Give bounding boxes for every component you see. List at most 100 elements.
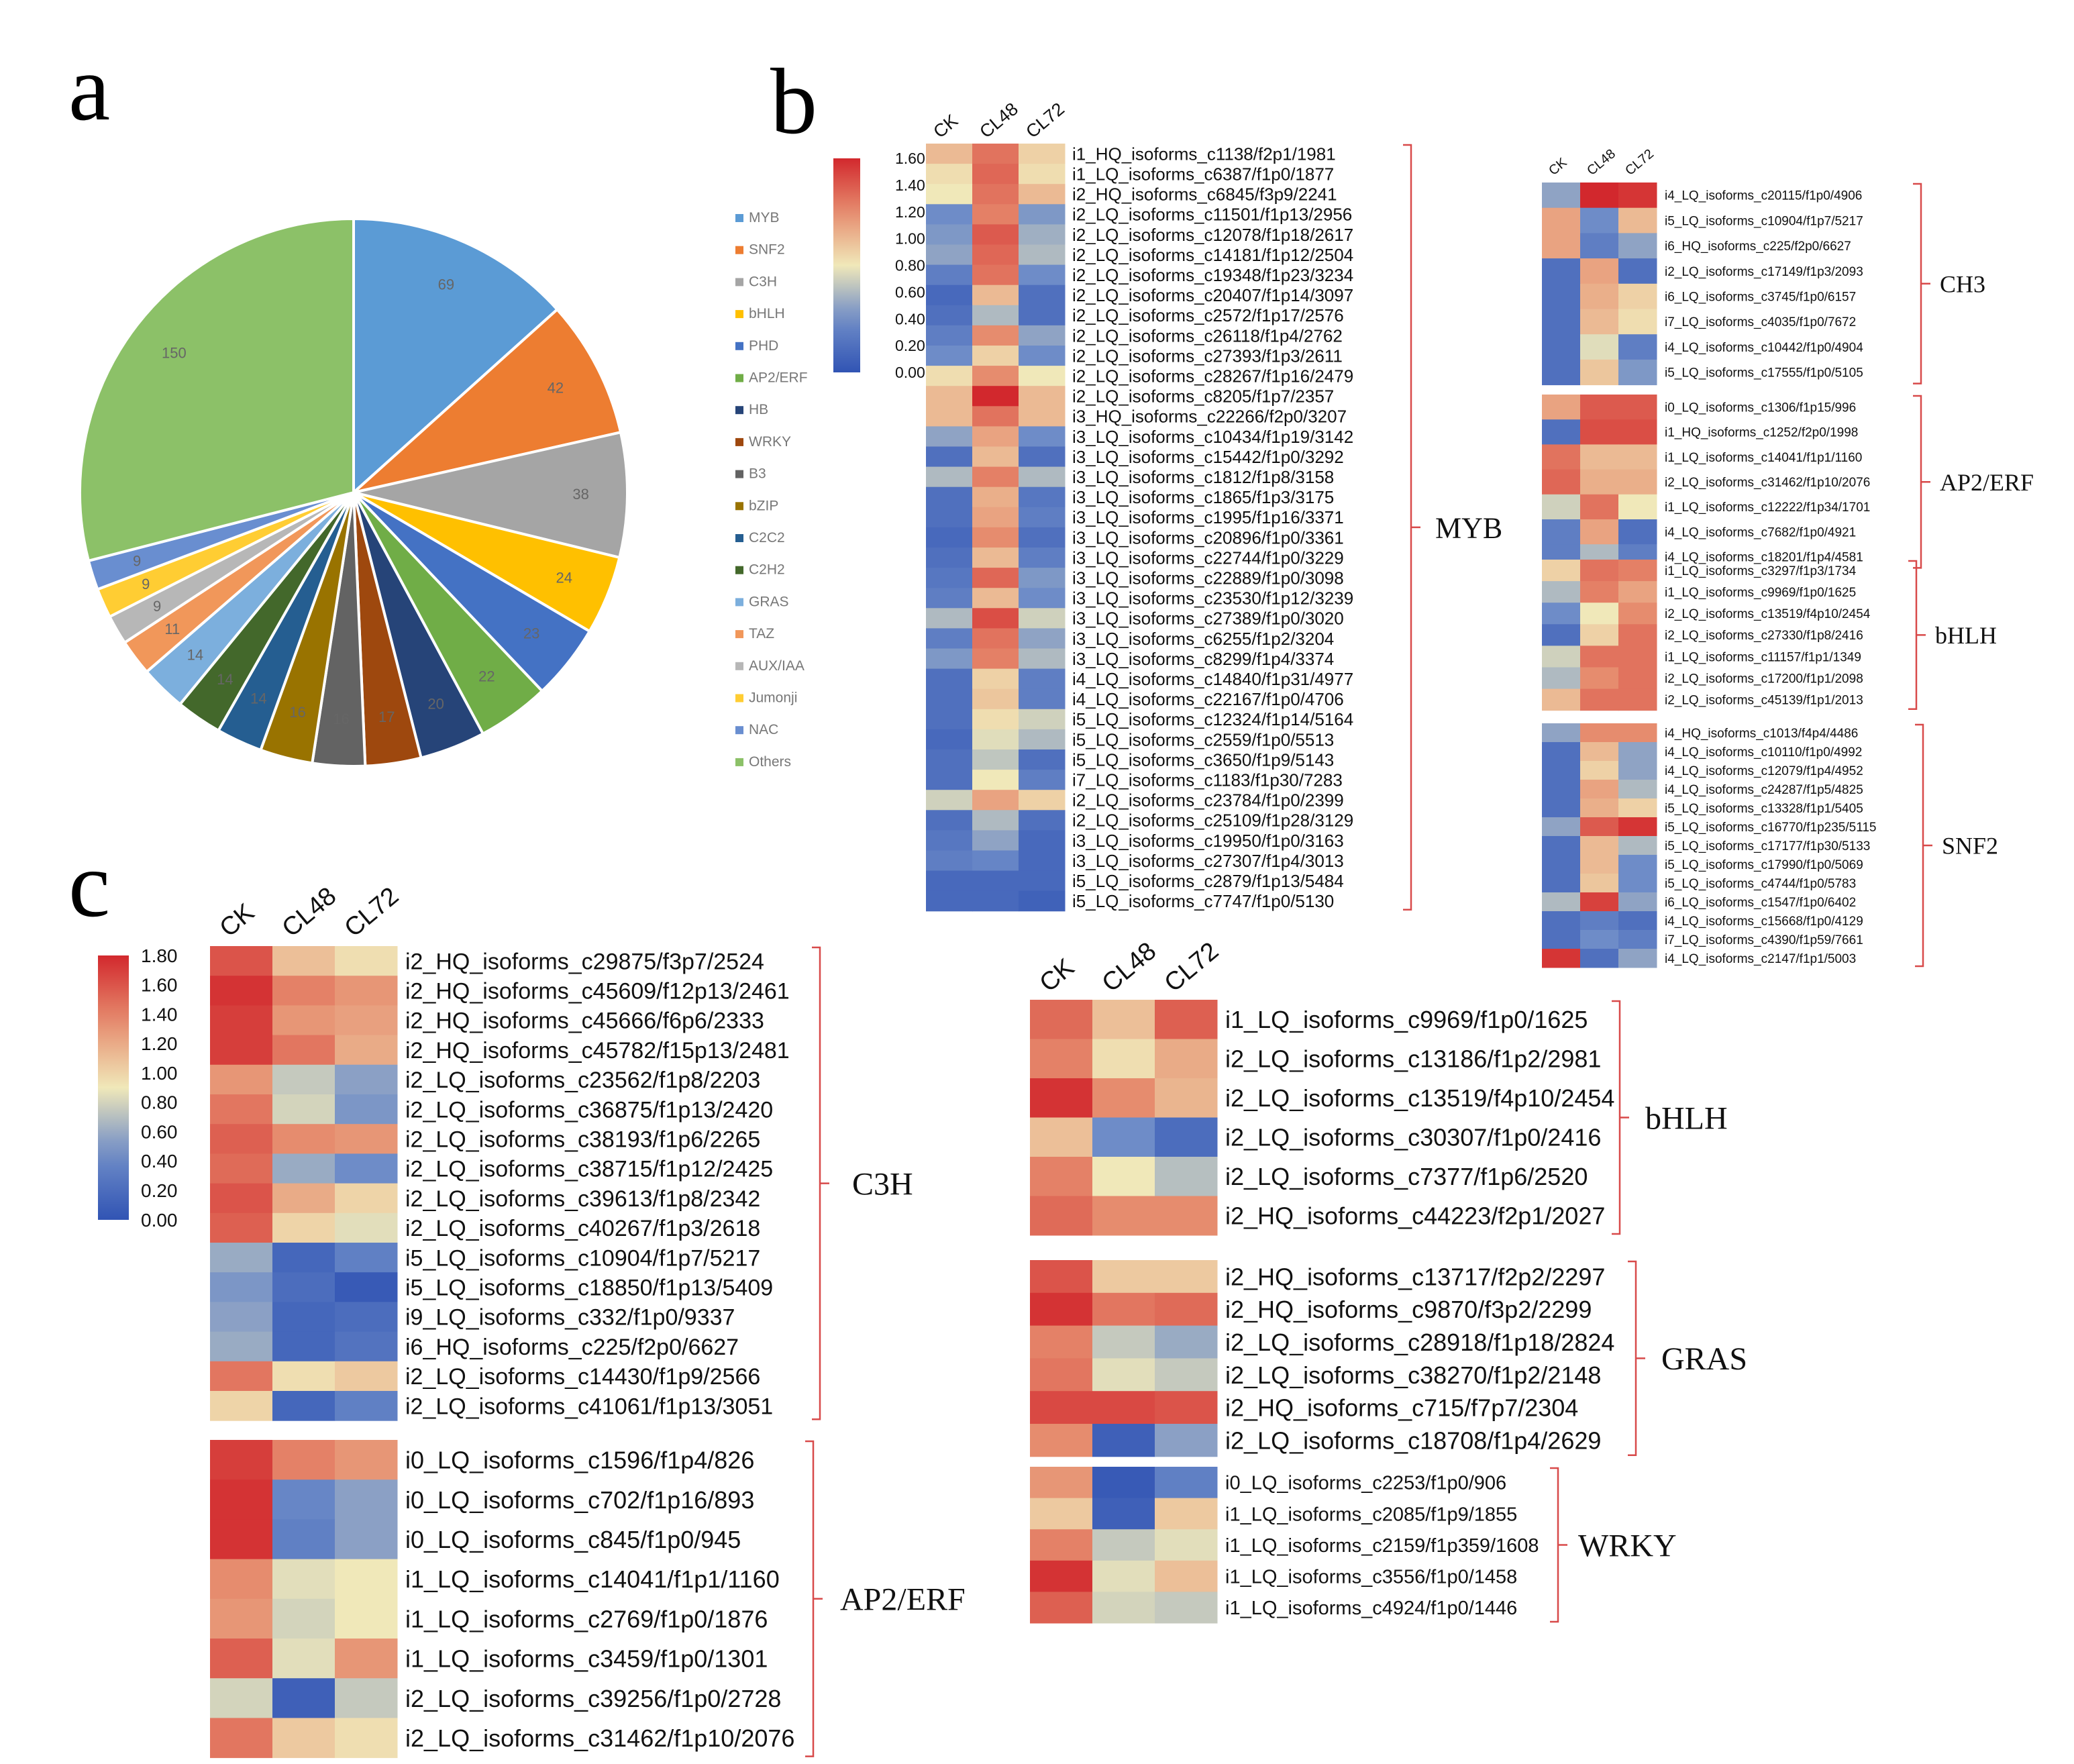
heatmap-cell	[972, 406, 1019, 427]
colorbar-tick: 1.40	[141, 1004, 178, 1025]
heatmap-cell	[1019, 668, 1066, 690]
heatmap-cell	[1019, 486, 1066, 508]
heatmap-cell	[926, 850, 973, 872]
row-label: i2_HQ_isoforms_c44223/f2p1/2027	[1225, 1202, 1605, 1230]
heatmap-cell	[335, 1391, 398, 1421]
heatmap-cell	[972, 346, 1019, 366]
heatmap-cell	[1618, 874, 1657, 893]
heatmap-cell	[1019, 688, 1066, 710]
heatmap-cell	[1019, 426, 1066, 447]
row-label: i2_LQ_isoforms_c7377/f1p6/2520	[1225, 1163, 1588, 1190]
legend-label: MYB	[749, 210, 780, 225]
heatmap-cell	[272, 1391, 335, 1421]
heatmap-cell	[1542, 395, 1581, 420]
heatmap-cell	[1542, 761, 1581, 780]
row-label: i5_LQ_isoforms_c7747/f1p0/5130	[1072, 891, 1334, 911]
heatmap-cell	[1542, 258, 1581, 284]
heatmap-cell	[926, 426, 973, 447]
row-label: i9_LQ_isoforms_c332/f1p0/9337	[405, 1305, 735, 1331]
legend-label: TAZ	[749, 626, 774, 641]
family-label-bhlh: bHLH	[1935, 622, 1997, 649]
column-header-cl72: CL72	[1159, 937, 1225, 998]
row-label: i3_LQ_isoforms_c10434/f1p19/3142	[1072, 427, 1353, 447]
row-label: i2_LQ_isoforms_c13186/f1p2/2981	[1225, 1045, 1601, 1073]
legend-swatch	[735, 278, 743, 287]
family-label-ch3: CH3	[1940, 270, 1985, 297]
pie-value-label: 9	[153, 598, 161, 615]
pie-value-label: 38	[572, 486, 588, 503]
heatmap-cell	[1580, 892, 1619, 912]
heatmap-cell	[1542, 836, 1581, 855]
row-label: i5_LQ_isoforms_c18850/f1p13/5409	[405, 1276, 773, 1301]
heatmap-cell	[1019, 890, 1066, 912]
heatmap-cell	[272, 1064, 335, 1095]
row-label: i1_LQ_isoforms_c4924/f1p0/1446	[1225, 1598, 1517, 1619]
legend-swatch	[735, 598, 743, 607]
row-label: i0_LQ_isoforms_c702/f1p16/893	[405, 1486, 754, 1514]
row-label: i2_LQ_isoforms_c38715/f1p12/2425	[405, 1157, 773, 1182]
heatmap-cell	[1030, 1498, 1093, 1530]
heatmap-cell	[210, 1005, 273, 1036]
heatmap-cell	[335, 1035, 398, 1066]
heatmap-cell	[1030, 1260, 1093, 1294]
row-label: i2_LQ_isoforms_c13519/f4p10/2454	[1225, 1084, 1614, 1112]
panel-letter-b: b	[770, 50, 817, 154]
row-label: i2_LQ_isoforms_c38193/f1p6/2265	[405, 1127, 760, 1153]
row-label: i7_LQ_isoforms_c1183/f1p30/7283	[1072, 770, 1343, 790]
heatmap-cell	[926, 305, 973, 326]
colorbar-tick: 1.00	[895, 230, 925, 248]
heatmap-cell	[1542, 560, 1581, 582]
heatmap-cell	[272, 1094, 335, 1125]
row-label: i2_LQ_isoforms_c18708/f1p4/2629	[1225, 1426, 1601, 1454]
group-bracket	[1913, 395, 1930, 569]
heatmap-cell	[1019, 184, 1066, 205]
heatmap-cell	[972, 164, 1019, 185]
row-label: i4_LQ_isoforms_c15668/f1p0/4129	[1665, 915, 1863, 929]
heatmap-cell	[335, 1153, 398, 1184]
heatmap-cell	[972, 325, 1019, 346]
heatmap-cell	[1580, 911, 1619, 931]
heatmap-cell	[972, 608, 1019, 629]
colorbar-tick: 1.80	[141, 945, 178, 966]
row-label: i2_LQ_isoforms_c28267/f1p16/2479	[1072, 366, 1353, 386]
heatmap-cell	[926, 668, 973, 690]
heatmap-cell	[1618, 560, 1657, 582]
heatmap-cell	[210, 1598, 273, 1639]
heatmap-cell	[1092, 1424, 1155, 1457]
heatmap-cell	[1618, 624, 1657, 646]
heatmap-cell	[272, 1639, 335, 1679]
heatmap-cell	[1092, 1039, 1155, 1079]
heatmap-cell	[1155, 1424, 1218, 1457]
heatmap-cell	[1580, 836, 1619, 855]
family-label-snf2: SNF2	[1942, 833, 1998, 860]
colorbar-tick: 0.00	[141, 1210, 178, 1231]
heatmap-cell	[335, 1331, 398, 1362]
row-label: i1_LQ_isoforms_c3556/f1p0/1458	[1225, 1567, 1517, 1588]
heatmap-cell	[1092, 1467, 1155, 1499]
heatmap-cell	[1542, 930, 1581, 949]
heatmap-cell	[272, 1272, 335, 1302]
row-label: i3_LQ_isoforms_c22744/f1p0/3229	[1072, 548, 1344, 568]
heatmap-cell	[335, 1361, 398, 1392]
pie-value-label: 24	[556, 569, 572, 586]
legend-label: Jumonji	[749, 690, 797, 706]
heatmap-panels: 1.60 1.40 1.20 1.00 0.80 0.60 0.40 0.20 0.00 CK CL…	[98, 99, 2034, 1759]
heatmap-cell	[1580, 667, 1619, 690]
heatmap-cell	[210, 1361, 273, 1392]
heatmap-cell	[1092, 1000, 1155, 1039]
panel-letter-c: c	[68, 833, 110, 937]
heatmap-cell	[1019, 729, 1066, 750]
heatmap-cell	[972, 305, 1019, 326]
heatmap-cell	[972, 568, 1019, 588]
heatmap-cell	[1019, 870, 1066, 892]
heatmap-cell	[1618, 603, 1657, 625]
heatmap-cell	[210, 1153, 273, 1184]
heatmap-cell	[210, 1480, 273, 1520]
legend-swatch	[735, 630, 743, 639]
row-label: i3_HQ_isoforms_c22266/f2p0/3207	[1072, 407, 1347, 427]
heatmap-cell	[1030, 1196, 1093, 1236]
legend-swatch	[735, 566, 743, 574]
heatmap-cell	[1155, 1078, 1218, 1118]
heatmap-cell	[1019, 305, 1066, 326]
heatmap-cell	[926, 527, 973, 548]
